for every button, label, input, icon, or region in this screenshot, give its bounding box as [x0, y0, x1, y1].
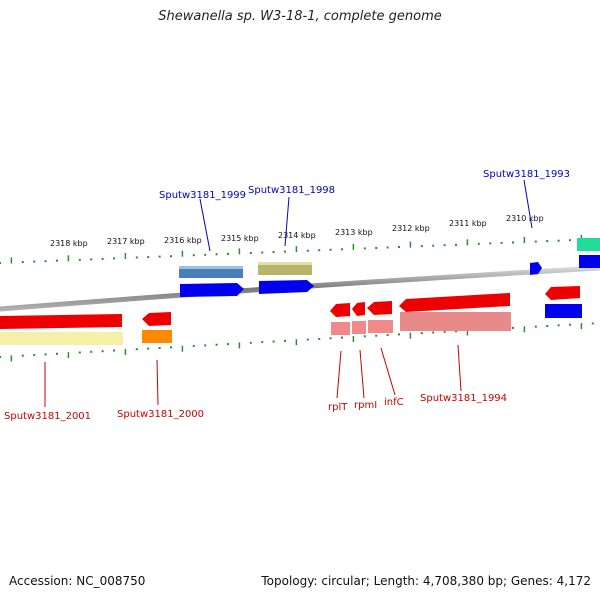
map-title: Shewanella sp. W3-18-1, complete genome: [158, 9, 442, 24]
leader-line: [156, 359, 159, 406]
gene-label[interactable]: Sputw3181_2000: [117, 409, 204, 420]
upper-features: [179, 238, 600, 297]
leader-line: [380, 347, 396, 396]
gene-feature[interactable]: [400, 312, 511, 331]
gene-arrow[interactable]: [530, 262, 542, 275]
kbp-label: 2315 kbp: [221, 234, 259, 243]
gene-feature[interactable]: [142, 330, 172, 343]
gene-label[interactable]: Sputw3181_1998: [248, 185, 335, 196]
kbp-label: 2316 kbp: [164, 236, 202, 245]
gene-feature[interactable]: [579, 255, 600, 268]
kbp-label: 2317 kbp: [107, 237, 145, 246]
leader-line: [457, 344, 462, 392]
kbp-label: 2312 kbp: [392, 224, 430, 233]
gene-feature: [179, 266, 243, 269]
gene-label[interactable]: Sputw3181_1994: [420, 393, 507, 404]
gene-arrow[interactable]: [259, 280, 314, 294]
upper-tick-track: [0, 234, 594, 264]
gene-feature[interactable]: [0, 332, 123, 345]
gene-label[interactable]: Sputw3181_1999: [159, 190, 246, 201]
kbp-label: 2311 kbp: [449, 219, 487, 228]
accession-text: Accession: NC_008750: [9, 574, 146, 588]
gene-label[interactable]: infC: [384, 397, 404, 408]
kbp-label: 2313 kbp: [335, 228, 373, 237]
gene-arrow[interactable]: [142, 312, 171, 326]
kbp-label-group: 2318 kbp 2317 kbp 2316 kbp 2315 kbp 2314…: [50, 214, 544, 248]
gene-label[interactable]: rplT: [328, 402, 348, 413]
gene-arrow[interactable]: [330, 303, 350, 317]
gene-label[interactable]: rpmI: [354, 400, 377, 411]
gene-feature[interactable]: [258, 262, 312, 275]
gene-arrow[interactable]: [352, 302, 365, 316]
gene-arrow[interactable]: [0, 314, 122, 329]
gene-label[interactable]: Sputw3181_2001: [4, 411, 91, 422]
leader-line: [199, 198, 211, 252]
kbp-label: 2318 kbp: [50, 239, 88, 248]
gene-feature[interactable]: [545, 304, 582, 318]
gene-feature[interactable]: [368, 320, 393, 333]
gene-arrow[interactable]: [367, 301, 392, 315]
kbp-label: 2310 kbp: [506, 214, 544, 223]
gene-labels: Sputw3181_1999 Sputw3181_1998 Sputw3181_…: [4, 169, 570, 422]
gene-feature[interactable]: [331, 322, 350, 335]
leader-line: [284, 196, 290, 247]
leader-line: [359, 349, 365, 399]
leader-lines: [44, 179, 533, 407]
gene-feature[interactable]: [352, 321, 366, 334]
leader-line: [523, 179, 533, 229]
gene-feature[interactable]: [577, 238, 600, 251]
leader-line: [336, 350, 342, 399]
gene-feature: [258, 262, 312, 265]
topology-text: Topology: circular; Length: 4,708,380 bp…: [261, 574, 591, 588]
gene-arrow[interactable]: [545, 286, 580, 300]
lower-features: [0, 286, 582, 345]
gene-arrow[interactable]: [399, 293, 510, 312]
gene-arrow[interactable]: [180, 283, 244, 297]
gene-label[interactable]: Sputw3181_1993: [483, 169, 570, 180]
kbp-label: 2314 kbp: [278, 231, 316, 240]
